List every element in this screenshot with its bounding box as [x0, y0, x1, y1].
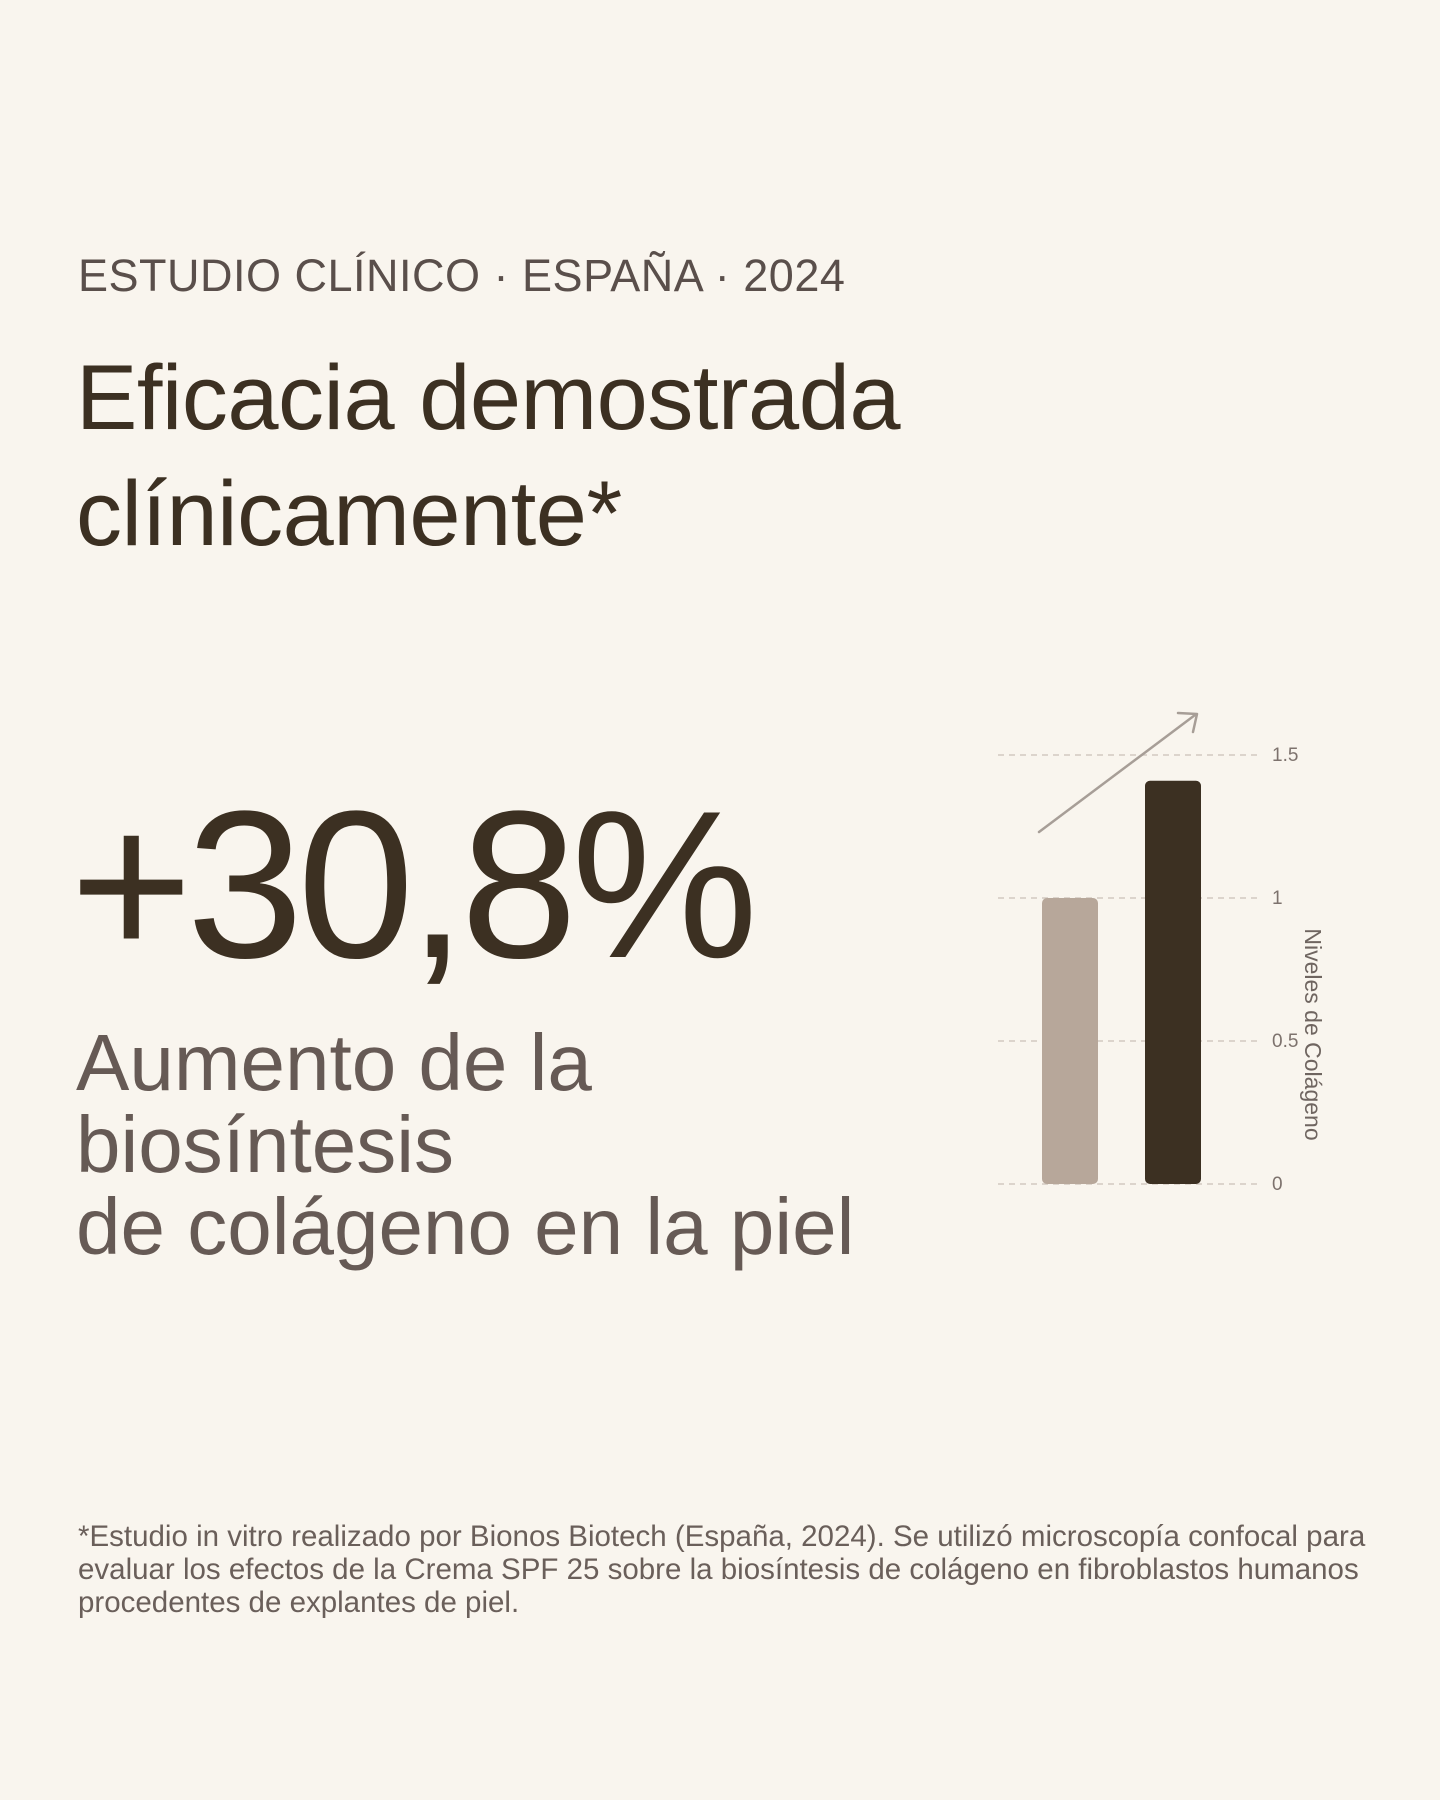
stat-caption-line-1: Aumento de la	[76, 1018, 592, 1107]
collagen-bar-chart: 0 0.5 1 1.5 Niveles de Colágeno	[998, 711, 1326, 1195]
y-tick-label: 0	[1272, 1174, 1283, 1195]
y-tick-label: 1	[1272, 888, 1283, 909]
page-title: Eficacia demostrada clínicamente*	[76, 347, 901, 565]
bar-2	[1145, 780, 1201, 1184]
trend-arrowhead-icon	[1176, 711, 1199, 734]
y-tick-label: 0.5	[1272, 1031, 1298, 1052]
study-eyebrow: ESTUDIO CLÍNICO · ESPAÑA · 2024	[78, 250, 846, 301]
y-tick-label: 1.5	[1272, 745, 1298, 766]
trend-arrow-icon	[1037, 713, 1197, 834]
stat-caption: Aumento de la biosíntesis de colágeno en…	[76, 1022, 976, 1268]
stat-caption-line-2: biosíntesis	[76, 1100, 454, 1189]
stat-value: +30,8%	[70, 767, 758, 1002]
bar-1	[1042, 898, 1098, 1184]
study-footnote: *Estudio in vitro realizado por Bionos B…	[78, 1520, 1366, 1619]
stat-caption-line-3: de colágeno en la piel	[76, 1182, 855, 1271]
y-axis-label: Niveles de Colágeno	[1300, 928, 1326, 1140]
